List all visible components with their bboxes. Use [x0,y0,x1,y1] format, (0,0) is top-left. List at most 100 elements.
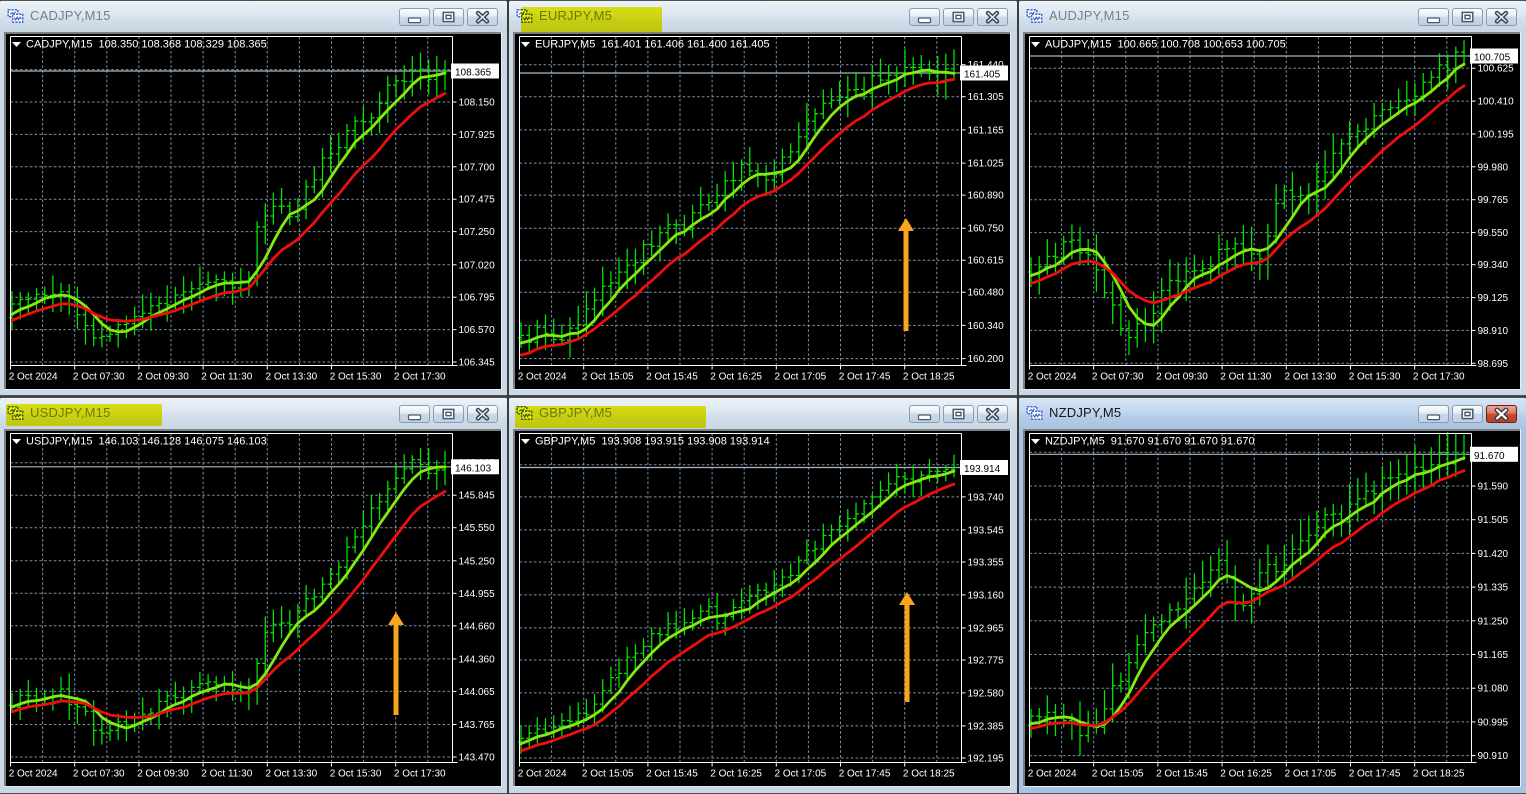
svg-text:106.345: 106.345 [459,358,496,369]
svg-text:USDJPY,M15 146.103 146.128 14: USDJPY,M15 146.103 146.128 146.075 146.1… [26,436,267,448]
svg-text:91.670: 91.670 [1474,451,1505,462]
svg-text:99.765: 99.765 [1478,195,1509,206]
svg-text:91.165: 91.165 [1478,650,1509,661]
svg-text:2 Oct 15:45: 2 Oct 15:45 [1156,769,1208,780]
svg-text:CADJPY,M15 108.350 108.368 10: CADJPY,M15 108.350 108.368 108.329 108.3… [26,39,267,51]
svg-text:193.740: 193.740 [968,492,1005,503]
svg-text:2 Oct 17:30: 2 Oct 17:30 [394,769,446,780]
svg-text:100.625: 100.625 [1478,64,1515,75]
svg-text:2 Oct 16:25: 2 Oct 16:25 [710,769,762,780]
svg-text:2 Oct 15:30: 2 Oct 15:30 [330,769,382,780]
svg-text:108.150: 108.150 [459,98,496,109]
svg-text:2 Oct 17:45: 2 Oct 17:45 [1349,769,1401,780]
svg-text:91.250: 91.250 [1478,616,1509,627]
svg-text:107.020: 107.020 [459,260,496,271]
svg-text:193.160: 193.160 [968,590,1005,601]
svg-text:2 Oct 13:30: 2 Oct 13:30 [266,372,318,383]
svg-text:2 Oct 15:05: 2 Oct 15:05 [582,372,634,383]
svg-text:98.910: 98.910 [1478,326,1509,337]
svg-text:90.995: 90.995 [1478,717,1509,728]
svg-text:2 Oct 17:30: 2 Oct 17:30 [1413,372,1465,383]
svg-text:2 Oct 07:30: 2 Oct 07:30 [73,769,125,780]
svg-text:2 Oct 2024: 2 Oct 2024 [9,769,58,780]
svg-text:192.775: 192.775 [968,656,1005,667]
svg-text:2 Oct 13:30: 2 Oct 13:30 [266,769,318,780]
svg-text:2 Oct 11:30: 2 Oct 11:30 [201,769,252,780]
svg-text:100.410: 100.410 [1478,97,1515,108]
svg-text:107.700: 107.700 [459,162,496,173]
svg-text:144.955: 144.955 [459,589,496,600]
svg-text:AUDJPY,M15 100.665 100.708 10: AUDJPY,M15 100.665 100.708 100.653 100.7… [1045,39,1286,51]
svg-text:106.570: 106.570 [459,325,496,336]
svg-text:144.065: 144.065 [459,687,496,698]
svg-text:161.405: 161.405 [964,70,1001,81]
svg-text:144.660: 144.660 [459,621,496,632]
svg-text:160.340: 160.340 [968,321,1005,332]
svg-text:91.080: 91.080 [1478,684,1509,695]
svg-text:91.505: 91.505 [1478,515,1509,526]
svg-text:143.470: 143.470 [459,753,496,764]
svg-text:161.025: 161.025 [968,159,1005,170]
svg-text:2 Oct 09:30: 2 Oct 09:30 [137,372,189,383]
svg-text:99.125: 99.125 [1478,293,1509,304]
svg-text:106.795: 106.795 [459,293,496,304]
svg-text:144.360: 144.360 [459,654,496,665]
svg-text:2 Oct 16:25: 2 Oct 16:25 [1220,769,1272,780]
svg-text:192.965: 192.965 [968,623,1005,634]
svg-text:160.200: 160.200 [968,354,1005,365]
svg-text:2 Oct 2024: 2 Oct 2024 [9,372,58,383]
svg-text:2 Oct 09:30: 2 Oct 09:30 [137,769,189,780]
svg-text:99.980: 99.980 [1478,162,1509,173]
svg-text:2 Oct 18:25: 2 Oct 18:25 [1413,769,1465,780]
svg-text:2 Oct 2024: 2 Oct 2024 [518,372,567,383]
svg-text:98.695: 98.695 [1478,359,1509,370]
svg-text:2 Oct 15:30: 2 Oct 15:30 [1349,372,1401,383]
svg-text:192.195: 192.195 [968,754,1005,765]
svg-text:2 Oct 15:45: 2 Oct 15:45 [646,769,698,780]
svg-text:99.340: 99.340 [1478,260,1509,271]
svg-text:2 Oct 09:30: 2 Oct 09:30 [1156,372,1208,383]
svg-text:91.420: 91.420 [1478,549,1509,560]
svg-text:160.615: 160.615 [968,256,1005,267]
svg-text:192.385: 192.385 [968,721,1005,732]
svg-text:193.355: 193.355 [968,558,1005,569]
svg-text:NZDJPY,M5 91.670 91.670 91.67: NZDJPY,M5 91.670 91.670 91.670 91.670 [1045,436,1255,448]
svg-text:2 Oct 15:30: 2 Oct 15:30 [330,372,382,383]
svg-text:2 Oct 11:30: 2 Oct 11:30 [201,372,252,383]
svg-text:2 Oct 17:05: 2 Oct 17:05 [775,769,827,780]
svg-text:2 Oct 17:05: 2 Oct 17:05 [775,372,827,383]
svg-text:146.103: 146.103 [455,463,492,474]
svg-text:161.165: 161.165 [968,125,1005,136]
svg-text:2 Oct 07:30: 2 Oct 07:30 [73,372,125,383]
svg-text:160.480: 160.480 [968,288,1005,299]
svg-text:2 Oct 17:45: 2 Oct 17:45 [839,769,891,780]
svg-text:2 Oct 16:25: 2 Oct 16:25 [710,372,762,383]
svg-text:192.580: 192.580 [968,688,1005,699]
svg-text:193.545: 193.545 [968,525,1005,536]
svg-text:2 Oct 13:30: 2 Oct 13:30 [1285,372,1337,383]
svg-text:160.890: 160.890 [968,191,1005,202]
svg-text:2 Oct 2024: 2 Oct 2024 [518,769,567,780]
svg-text:161.305: 161.305 [968,92,1005,103]
svg-text:2 Oct 18:25: 2 Oct 18:25 [903,372,955,383]
svg-text:193.914: 193.914 [964,464,1001,475]
svg-text:100.195: 100.195 [1478,130,1515,141]
svg-text:2 Oct 07:30: 2 Oct 07:30 [1092,372,1144,383]
svg-text:90.910: 90.910 [1478,751,1509,762]
svg-text:145.550: 145.550 [459,523,496,534]
svg-text:2 Oct 17:45: 2 Oct 17:45 [839,372,891,383]
svg-text:91.335: 91.335 [1478,583,1509,594]
svg-text:107.475: 107.475 [459,195,496,206]
svg-text:2 Oct 2024: 2 Oct 2024 [1028,769,1077,780]
svg-text:2 Oct 18:25: 2 Oct 18:25 [903,769,955,780]
svg-text:143.765: 143.765 [459,720,496,731]
svg-text:145.845: 145.845 [459,491,496,502]
svg-text:EURJPY,M5 161.401 161.406 161: EURJPY,M5 161.401 161.406 161.400 161.40… [535,39,770,51]
svg-text:2 Oct 15:45: 2 Oct 15:45 [646,372,698,383]
svg-text:107.925: 107.925 [459,130,496,141]
svg-text:107.250: 107.250 [459,227,496,238]
svg-text:108.365: 108.365 [455,68,492,79]
svg-text:2 Oct 15:05: 2 Oct 15:05 [582,769,634,780]
svg-text:160.750: 160.750 [968,224,1005,235]
svg-text:99.550: 99.550 [1478,228,1509,239]
